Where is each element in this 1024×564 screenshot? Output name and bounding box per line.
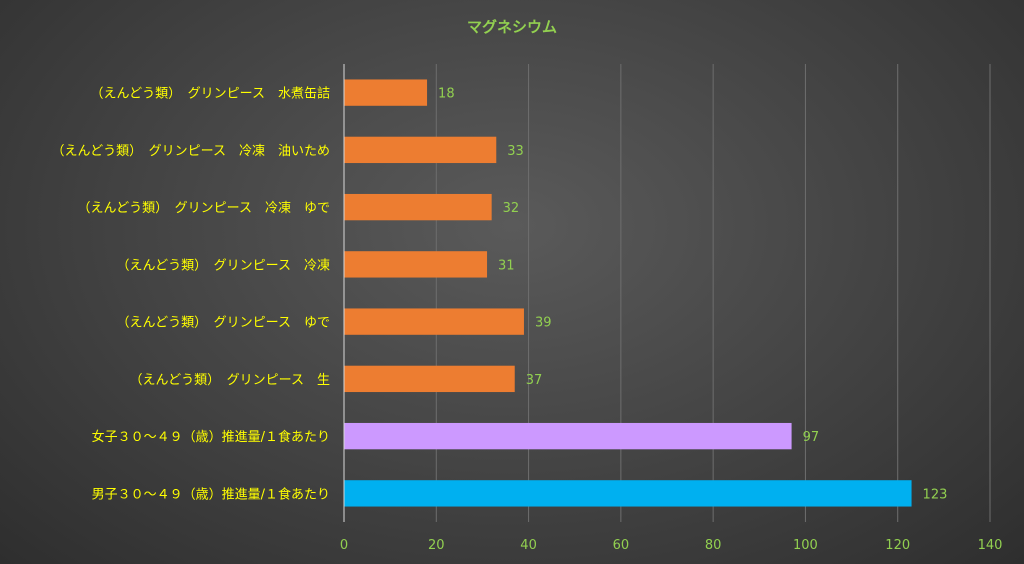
x-tick-label: 120 [885,538,910,553]
x-tick-label: 20 [428,538,445,553]
bar [344,365,515,393]
x-tick-label: 100 [793,538,818,553]
data-label: 31 [498,258,515,273]
bar [344,136,497,164]
x-tick-label: 0 [340,538,348,553]
x-tick-label: 40 [520,538,537,553]
data-label: 39 [535,316,552,331]
value-labels: 18 33 32 31 39 37 97 123 [438,87,947,503]
x-tick-label: 60 [613,538,630,553]
bar [344,480,912,507]
bar [344,193,492,221]
category-label: 男子３０～４９（歳）推進量/１食あたり [92,486,330,502]
bar [344,251,488,278]
data-label: 37 [526,373,543,388]
data-label: 97 [803,430,820,445]
chart-title: マグネシウム [467,18,557,36]
x-axis-ticks: 0 20 40 60 80 100 120 140 [340,538,1003,553]
category-label: （えんどう類） グリンピース 冷凍 [117,257,330,273]
data-label: 32 [503,201,520,216]
category-label: （えんどう類） グリンピース 水煮缶詰 [91,86,330,102]
x-tick-label: 140 [978,538,1003,553]
bar [344,308,524,335]
category-label: （えんどう類） グリンピース 生 [130,373,330,388]
category-label: 女子３０～４９（歳）推進量/１食あたり [92,429,330,445]
bars [344,79,912,507]
category-labels: （えんどう類） グリンピース 水煮缶詰 （えんどう類） グリンピース 冷凍 油いた… [52,86,330,503]
x-tick-label: 80 [705,538,722,553]
data-label: 18 [438,87,455,102]
data-label: 33 [507,144,524,159]
bar [344,422,792,450]
category-label: （えんどう類） グリンピース 冷凍 ゆで [78,200,330,216]
category-label: （えんどう類） グリンピース 冷凍 油いため [52,143,330,159]
data-label: 123 [923,487,948,502]
bar [344,79,428,106]
gridlines [435,64,991,522]
category-label: （えんどう類） グリンピース ゆで [117,316,330,331]
